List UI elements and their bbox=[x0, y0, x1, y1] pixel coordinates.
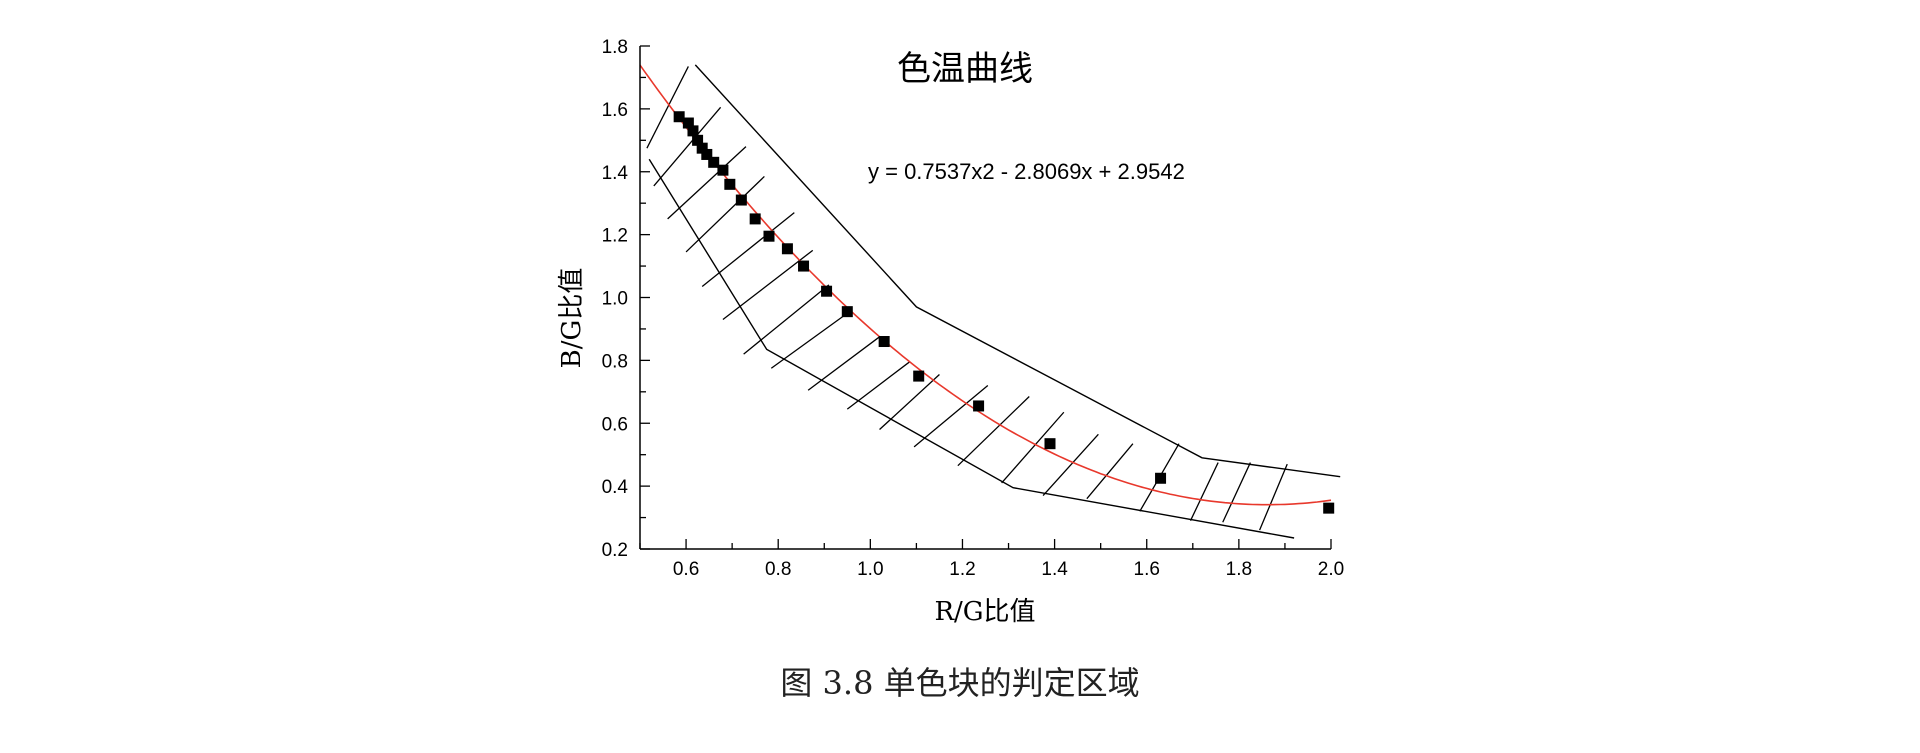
data-point bbox=[701, 148, 713, 160]
data-point bbox=[749, 213, 761, 225]
data-point bbox=[763, 230, 775, 242]
data-points bbox=[673, 111, 1335, 514]
y-tick-label: 1.6 bbox=[602, 100, 628, 121]
y-tick-label: 0.4 bbox=[602, 477, 629, 498]
region-upper-boundary bbox=[694, 64, 1341, 478]
figure-caption: 图 3.8 单色块的判定区域 bbox=[780, 664, 1140, 702]
region-cross-line bbox=[879, 374, 940, 431]
data-point bbox=[1155, 472, 1167, 484]
region-cross-line bbox=[1001, 411, 1065, 484]
data-point bbox=[717, 164, 729, 176]
x-tick-label: 1.0 bbox=[857, 559, 883, 580]
y-tick-label: 0.8 bbox=[602, 351, 628, 372]
region-cross-line bbox=[1042, 433, 1099, 496]
x-tick-label: 1.8 bbox=[1226, 559, 1252, 580]
fit-curve bbox=[639, 64, 1332, 506]
region-cross-line bbox=[770, 311, 850, 369]
region-cross-line bbox=[1086, 443, 1134, 500]
y-axis-title: B/G比值 bbox=[557, 268, 587, 369]
data-point bbox=[682, 117, 694, 129]
region-cross-line bbox=[1222, 462, 1251, 523]
region-cross-line bbox=[807, 336, 880, 391]
data-point bbox=[841, 306, 853, 318]
x-tick-label: 1.4 bbox=[1041, 559, 1068, 580]
data-point bbox=[708, 156, 720, 168]
axes: 0.6 0.8 1.0 1.2 1.4 1.6 1.8 2.0 0.2 0.4 0.6 0.8 1.0 1… bbox=[602, 37, 1345, 580]
x-tick-label: 1.2 bbox=[949, 559, 975, 580]
x-tick-label: 2.0 bbox=[1318, 559, 1344, 580]
region-cross-line bbox=[722, 249, 814, 321]
region-cross-line bbox=[667, 146, 747, 220]
region-cross-line bbox=[1258, 463, 1288, 531]
region-cross-line bbox=[957, 396, 1030, 467]
y-tick-label: 0.2 bbox=[602, 540, 628, 561]
data-point bbox=[1323, 502, 1335, 514]
region-cross-line bbox=[701, 212, 795, 288]
region-lower-boundary bbox=[648, 158, 1295, 539]
x-tick-label: 1.6 bbox=[1134, 559, 1160, 580]
chart-title: 色温曲线 bbox=[897, 49, 1033, 89]
data-point bbox=[973, 400, 985, 412]
fit-equation: y = 0.7537x2 - 2.8069x + 2.9542 bbox=[868, 159, 1185, 184]
data-point bbox=[696, 142, 708, 154]
x-tick-label: 0.6 bbox=[673, 559, 699, 580]
judgement-region bbox=[646, 64, 1341, 539]
data-point bbox=[1044, 438, 1056, 450]
region-cross-line bbox=[646, 66, 689, 149]
region-cross-line bbox=[846, 361, 910, 410]
y-tick-label: 0.6 bbox=[602, 414, 628, 435]
x-tick-label: 0.8 bbox=[765, 559, 791, 580]
fit-curve-layer bbox=[639, 64, 1332, 506]
data-point bbox=[821, 285, 833, 297]
x-axis-title: R/G比值 bbox=[934, 597, 1035, 627]
y-tick-label: 1.0 bbox=[602, 289, 628, 310]
data-point bbox=[687, 125, 699, 137]
region-cross-line bbox=[913, 385, 989, 448]
data-point bbox=[913, 370, 925, 382]
region-cross-line bbox=[1189, 462, 1219, 521]
region-cross-line bbox=[685, 175, 765, 253]
data-point bbox=[798, 260, 810, 272]
data-point bbox=[781, 243, 793, 255]
region-cross-line bbox=[653, 106, 722, 187]
data-point bbox=[735, 194, 747, 206]
data-point bbox=[878, 336, 890, 348]
data-point bbox=[724, 178, 736, 190]
data-point bbox=[673, 111, 685, 123]
region-cross-line bbox=[743, 284, 830, 355]
data-point bbox=[692, 134, 704, 146]
y-tick-label: 1.8 bbox=[602, 37, 628, 58]
y-tick-label: 1.4 bbox=[602, 163, 629, 184]
y-tick-label: 1.2 bbox=[602, 226, 628, 247]
